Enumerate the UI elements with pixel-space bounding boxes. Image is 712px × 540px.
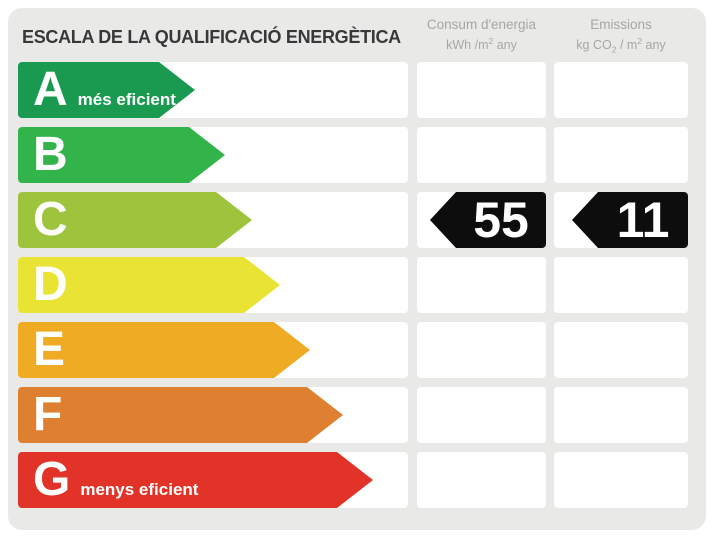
scale-rows: A més eficient B: [18, 62, 688, 517]
header: ESCALA DE LA QUALIFICACIÓ ENERGÈTICA Con…: [8, 8, 706, 62]
grade-arrow-e: E: [18, 322, 310, 378]
grade-letter-f: F: [33, 388, 63, 441]
grade-arrow-d: D: [18, 257, 280, 313]
emissions-cell-g: [554, 452, 688, 508]
scale-row-a: A més eficient: [18, 62, 688, 118]
grade-arrow-f: F: [18, 387, 343, 443]
grade-track-a: A més eficient: [18, 62, 408, 118]
consum-cell-c: 55: [417, 192, 546, 248]
emissions-column-header: Emissions kg CO2 / m2 any: [546, 16, 696, 59]
page-title: ESCALA DE LA QUALIFICACIÓ ENERGÈTICA: [22, 27, 401, 47]
consum-value-badge: 55: [430, 192, 546, 248]
consum-cell-f: [417, 387, 546, 443]
consum-cell-e: [417, 322, 546, 378]
scale-row-g: G menys eficient: [18, 452, 688, 508]
consum-cell-d: [417, 257, 546, 313]
grade-track-g: G menys eficient: [18, 452, 408, 508]
consum-header-line1: Consum d'energia: [426, 17, 537, 32]
grade-letter-b: B: [33, 128, 68, 181]
grade-arrow-b: B: [18, 127, 225, 183]
emissions-cell-a: [554, 62, 688, 118]
consum-cell-g: [417, 452, 546, 508]
emissions-header-line1: Emissions: [590, 17, 652, 32]
certificate-panel: ESCALA DE LA QUALIFICACIÓ ENERGÈTICA Con…: [8, 8, 706, 530]
grade-track-d: D: [18, 257, 408, 313]
grade-track-f: F: [18, 387, 408, 443]
consum-cell-b: [417, 127, 546, 183]
grade-arrow-c: C: [18, 192, 252, 248]
grade-letter-a: A: [33, 63, 68, 116]
scale-row-f: F: [18, 387, 688, 443]
emissions-value-badge: 11: [572, 192, 688, 248]
scale-row-c: C 55 11: [18, 192, 688, 248]
grade-letter-d: D: [33, 258, 68, 311]
consum-header-units: kWh /m2 any: [446, 36, 517, 53]
consum-cell-a: [417, 62, 546, 118]
grade-letter-c: C: [33, 193, 68, 246]
emissions-cell-c: 11: [554, 192, 688, 248]
grade-track-e: E: [18, 322, 408, 378]
emissions-cell-b: [554, 127, 688, 183]
scale-row-d: D: [18, 257, 688, 313]
emissions-header-units: kg CO2 / m2 any: [576, 36, 666, 55]
grade-letter-g: G: [33, 453, 71, 506]
grade-track-c: C: [18, 192, 408, 248]
emissions-cell-f: [554, 387, 688, 443]
emissions-cell-e: [554, 322, 688, 378]
grade-arrow-g: G menys eficient: [18, 452, 373, 508]
grade-letter-e: E: [33, 323, 66, 376]
scale-row-b: B: [18, 127, 688, 183]
emissions-value: 11: [616, 192, 670, 248]
grade-arrow-a: A més eficient: [18, 62, 195, 118]
consum-column-header: Consum d'energia kWh /m2 any: [409, 16, 554, 54]
grade-sublabel-g: menys eficient: [80, 480, 199, 499]
consum-value: 55: [473, 192, 529, 248]
grade-track-b: B: [18, 127, 408, 183]
scale-row-e: E: [18, 322, 688, 378]
grade-sublabel-a: més eficient: [77, 90, 176, 109]
emissions-cell-d: [554, 257, 688, 313]
